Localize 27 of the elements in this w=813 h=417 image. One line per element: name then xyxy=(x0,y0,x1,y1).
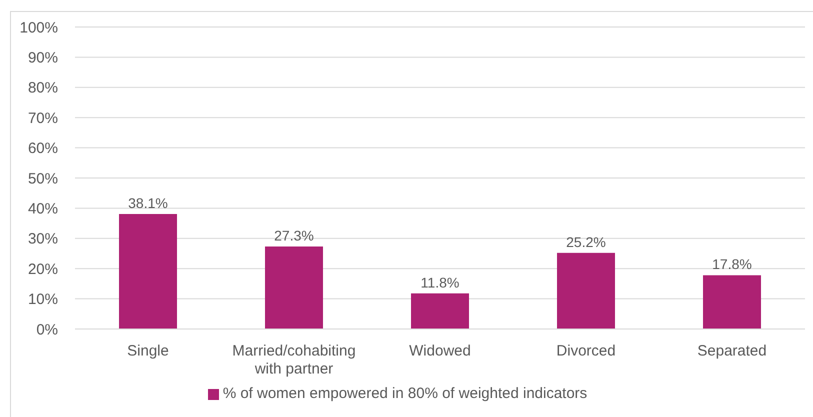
y-tick-label: 90% xyxy=(28,50,58,67)
y-tick-label: 10% xyxy=(28,291,58,308)
x-tick-label: Single xyxy=(127,342,169,360)
y-tick-label: 0% xyxy=(36,321,58,338)
data-label: 17.8% xyxy=(712,256,752,272)
y-tick-label: 50% xyxy=(28,170,58,188)
y-tick-label: 30% xyxy=(28,230,58,248)
legend-label: % of women empowered in 80% of weighted indicators xyxy=(222,385,588,402)
y-tick-label: 100% xyxy=(20,19,58,36)
data-label: 27.3% xyxy=(274,228,314,244)
y-tick-label: 60% xyxy=(28,140,58,158)
x-tick-label: Widowed xyxy=(409,342,471,360)
y-tick-label: 20% xyxy=(28,260,58,278)
bar xyxy=(411,293,469,329)
y-tick-label: 80% xyxy=(28,80,58,97)
x-tick-label: Married/cohabiting with partner xyxy=(232,342,356,378)
y-tick-label: 70% xyxy=(28,110,58,127)
data-label: 11.8% xyxy=(420,274,460,290)
y-tick-label: 40% xyxy=(28,200,58,218)
data-label: 38.1% xyxy=(128,194,168,211)
bar xyxy=(703,275,761,329)
bar xyxy=(557,252,615,329)
bar xyxy=(265,246,323,329)
x-tick-label: Divorced xyxy=(556,342,616,360)
x-tick-label: Separated xyxy=(697,342,767,360)
bar xyxy=(119,214,177,329)
data-label: 25.2% xyxy=(566,234,606,250)
